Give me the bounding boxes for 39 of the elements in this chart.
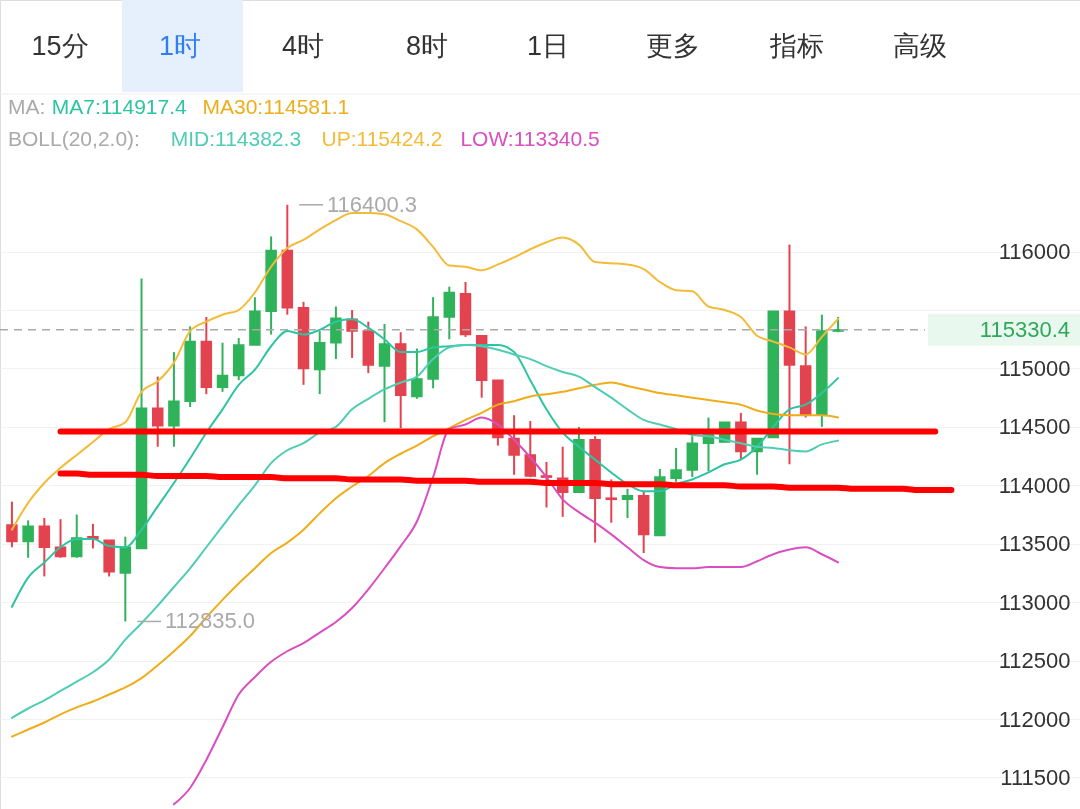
candlestick [378,323,391,424]
text: 4时 [281,31,325,61]
line-series [10,318,840,608]
y-tick-label: 116000 [998,239,1071,265]
candlestick [6,500,18,549]
text: 更多 [646,31,700,61]
text: MID:114382.3 [170,127,302,150]
candlestick [38,517,51,578]
candlestick [621,487,634,520]
text: 指标 [769,31,824,61]
y-tick-label: 111500 [1000,764,1071,790]
text: 1时 [158,31,202,61]
annotation: BOLL(20,2.0): [8,127,140,150]
candlestick [540,460,553,509]
text: MA30:114581.1 [202,95,350,118]
y-tick-label: 113500 [998,531,1071,557]
candlestick [508,414,520,476]
y-tick-label: 113000 [998,589,1071,615]
annotation: MA: [8,95,46,118]
y-tick-label: 114000 [998,472,1071,498]
annotation: 116400.3 [326,191,418,217]
candlestick [670,446,682,483]
text: 15分 [31,31,89,61]
text: LOW:113340.5 [460,127,600,150]
text: 8时 [405,31,449,61]
candlestick [151,375,164,448]
y-tick-label: 115000 [998,355,1071,381]
candlestick [216,341,229,393]
y-tick-label: 112000 [998,706,1071,732]
candlestick [22,519,34,559]
ref-line-label: 115330.4 [979,316,1070,342]
candlestick [411,347,423,400]
text: 高级 [893,31,947,61]
text: 1日 [526,31,570,61]
y-tick-label: 112500 [998,648,1071,674]
y-tick-label: 114500 [998,414,1071,440]
text: UP:115424.2 [321,127,443,150]
text: MA7:114917.4 [51,95,188,118]
candlestick [605,478,618,524]
